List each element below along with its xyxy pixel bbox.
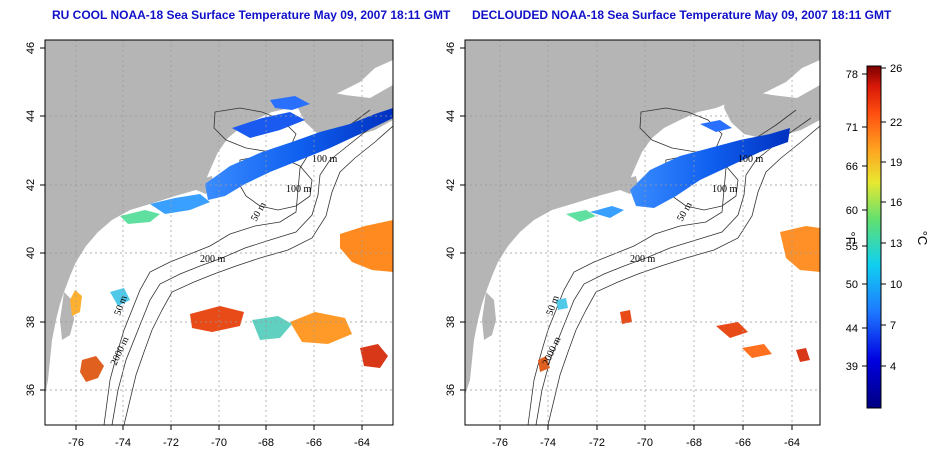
left-y-tick: 38 (25, 316, 37, 328)
right-y-tick: 36 (445, 384, 457, 396)
right-panel-title: DECLOUDED NOAA-18 Sea Surface Temperatur… (472, 8, 892, 22)
colorbar-f-tick: 50 (846, 279, 858, 291)
left-x-tick: -68 (258, 437, 274, 449)
left-sst-patches (70, 96, 393, 382)
right-map-panel: 100 m 100 m 50 m 200 m 50 m 2000 m -76 -… (445, 39, 821, 449)
right-gridlines (465, 40, 820, 425)
left-x-tick: -64 (354, 437, 370, 449)
left-y-axis: 36 38 40 42 44 46 (25, 42, 45, 396)
right-contour-label-200m: 200 m (630, 254, 656, 265)
right-x-tick: -64 (784, 437, 800, 449)
left-x-axis: -76 -74 -72 -70 -68 -66 -64 (68, 425, 370, 449)
right-x-tick: -66 (735, 437, 751, 449)
right-land-novascotia (724, 85, 820, 138)
right-y-tick: 46 (445, 42, 457, 54)
colorbar-f-tick: 66 (846, 161, 858, 173)
right-x-axis: -76 -74 -72 -70 -68 -66 -64 (492, 425, 800, 449)
left-x-tick: -74 (115, 437, 131, 449)
left-x-tick: -70 (211, 437, 227, 449)
right-x-tick: -70 (637, 437, 653, 449)
right-x-tick: -76 (492, 437, 508, 449)
colorbar-c-tick: 4 (890, 361, 896, 373)
left-land-mainland (45, 40, 393, 395)
colorbar-c-tick: 10 (890, 279, 902, 291)
colorbar-f-tick: 44 (846, 323, 858, 335)
left-x-tick: -66 (306, 437, 322, 449)
right-y-tick: 40 (445, 247, 457, 259)
colorbar-c-tick: 26 (890, 63, 902, 75)
colorbar-f-tick: 60 (846, 205, 858, 217)
left-x-tick: -72 (163, 437, 179, 449)
colorbar-f-tick: 78 (846, 69, 858, 81)
right-y-axis: 36 38 40 42 44 46 (445, 42, 465, 396)
right-land-mainland (465, 40, 820, 395)
colorbar-c-tick: 7 (890, 320, 896, 332)
right-x-tick: -72 (589, 437, 605, 449)
left-contour-label-200m: 200 m (200, 254, 226, 265)
colorbar-gradient (866, 65, 882, 409)
right-sst-patches (538, 120, 820, 372)
colorbar-fahrenheit-label: °F (843, 231, 858, 244)
colorbar-f-tick: 55 (846, 241, 858, 253)
left-contour-label-100m-north: 100 m (312, 154, 338, 165)
right-y-tick: 44 (445, 110, 457, 122)
left-gridlines (45, 40, 393, 425)
colorbar-c-tick: 13 (890, 238, 902, 250)
right-frame (464, 39, 821, 426)
left-x-tick: -76 (68, 437, 84, 449)
colorbar-celsius-label: °C (915, 231, 930, 246)
left-y-tick: 42 (25, 179, 37, 191)
right-y-tick: 38 (445, 316, 457, 328)
left-y-tick: 40 (25, 247, 37, 259)
left-map-panel: 100 m 100 m 50 m 200 m 50 m 2000 m -76 -… (25, 39, 394, 449)
colorbar-fahrenheit-ticks: 78 71 66 60 55 50 44 39 (846, 69, 867, 373)
colorbar-f-tick: 39 (846, 361, 858, 373)
right-contour-label-100m-north: 100 m (738, 154, 764, 165)
left-y-tick: 46 (25, 42, 37, 54)
left-y-tick: 36 (25, 384, 37, 396)
right-contour-label-100m-south: 100 m (712, 184, 738, 195)
colorbar-c-tick: 16 (890, 197, 902, 209)
colorbar-c-tick: 19 (890, 157, 902, 169)
colorbar-f-tick: 71 (846, 122, 858, 134)
left-panel-title: RU COOL NOAA-18 Sea Surface Temperature … (52, 8, 451, 22)
left-contour-label-100m-south: 100 m (286, 184, 312, 195)
right-x-tick: -74 (540, 437, 556, 449)
right-y-tick: 42 (445, 179, 457, 191)
right-x-tick: -68 (686, 437, 702, 449)
left-y-tick: 44 (25, 110, 37, 122)
right-land-delmarva (482, 292, 496, 340)
colorbar-celsius-ticks: 26 22 19 16 13 10 7 4 (881, 63, 902, 373)
colorbar-c-tick: 22 (890, 117, 902, 129)
colorbar: 78 71 66 60 55 50 44 39 26 22 19 16 13 1… (843, 63, 930, 409)
